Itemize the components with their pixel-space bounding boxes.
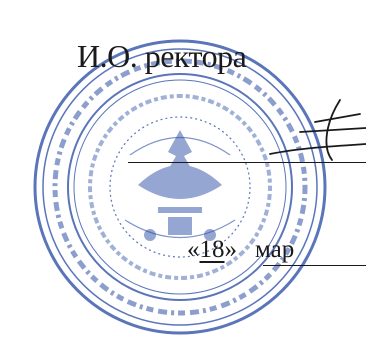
date-day: 18 [199,236,225,263]
date-month-line [263,265,366,266]
official-seal [33,39,327,335]
date-month: мар [255,236,295,263]
role-title: И.О. ректора [77,38,247,74]
signature-line [128,162,366,163]
handwritten-signature [269,99,366,161]
date-line: «18» мар [187,236,294,264]
date-open-quote: « [187,236,200,263]
date-close-quote: » [224,236,238,263]
